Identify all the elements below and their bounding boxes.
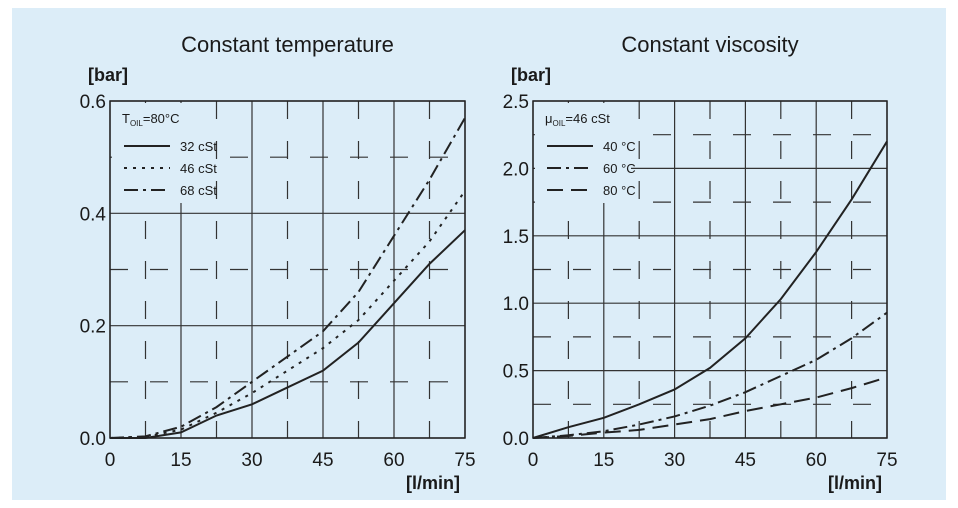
plot-frame <box>109 100 466 439</box>
legend-label: 80 °C <box>603 183 636 198</box>
y-axis-label: [bar] <box>88 65 128 85</box>
x-tick-label: 0 <box>105 450 116 471</box>
y-tick-label: 0.5 <box>503 362 529 383</box>
chart-title: Constant temperature <box>181 32 394 57</box>
x-tick-label: 75 <box>876 450 897 471</box>
x-axis-label: [l/min] <box>406 473 460 493</box>
legend-title-symbol: T <box>122 111 130 126</box>
legend-label: 40 °C <box>603 139 636 154</box>
y-tick-label: 2.0 <box>503 159 529 180</box>
legend-title-symbol: μ <box>545 111 553 126</box>
x-tick-label: 30 <box>664 450 685 471</box>
background <box>12 8 946 500</box>
plot-frame <box>532 100 888 439</box>
x-tick-label: 45 <box>735 450 756 471</box>
legend-title-subscript: OIL <box>130 119 143 128</box>
x-tick-label: 60 <box>383 450 404 471</box>
y-tick-label: 0.2 <box>80 317 106 338</box>
x-tick-label: 0 <box>528 450 539 471</box>
x-tick-label: 15 <box>170 450 191 471</box>
legend-title-text: =80°C <box>143 111 180 126</box>
data-line <box>109 117 466 439</box>
x-tick-label: 75 <box>454 450 475 471</box>
legend-box <box>535 103 631 203</box>
legend-title-text: =46 cSt <box>565 111 610 126</box>
legend-title: μOIL=46 cSt <box>545 111 610 128</box>
y-tick-label: 0.6 <box>80 92 106 113</box>
x-tick-label: 60 <box>806 450 827 471</box>
x-axis-label: [l/min] <box>828 473 882 493</box>
x-tick-label: 45 <box>312 450 333 471</box>
data-line <box>109 190 466 439</box>
y-tick-label: 1.0 <box>503 294 529 315</box>
x-tick-label: 15 <box>593 450 614 471</box>
legend-box <box>112 103 208 203</box>
y-tick-label: 2.5 <box>503 92 529 113</box>
y-tick-label: 1.5 <box>503 227 529 248</box>
data-line <box>532 140 888 439</box>
legend-label: 32 cSt <box>180 139 217 154</box>
y-tick-label: 0.0 <box>503 429 529 450</box>
y-tick-label: 0.0 <box>80 429 106 450</box>
y-tick-label: 0.4 <box>80 204 107 225</box>
legend-label: 60 °C <box>603 161 636 176</box>
legend-label: 46 cSt <box>180 161 217 176</box>
data-line <box>532 311 888 439</box>
x-tick-label: 30 <box>241 450 262 471</box>
y-axis-label: [bar] <box>511 65 551 85</box>
data-line <box>110 229 466 439</box>
legend-title-subscript: OIL <box>553 119 566 128</box>
chart-title: Constant viscosity <box>621 32 798 57</box>
data-line <box>532 376 888 439</box>
legend-label: 68 cSt <box>180 183 217 198</box>
legend-title: TOIL=80°C <box>122 111 180 128</box>
